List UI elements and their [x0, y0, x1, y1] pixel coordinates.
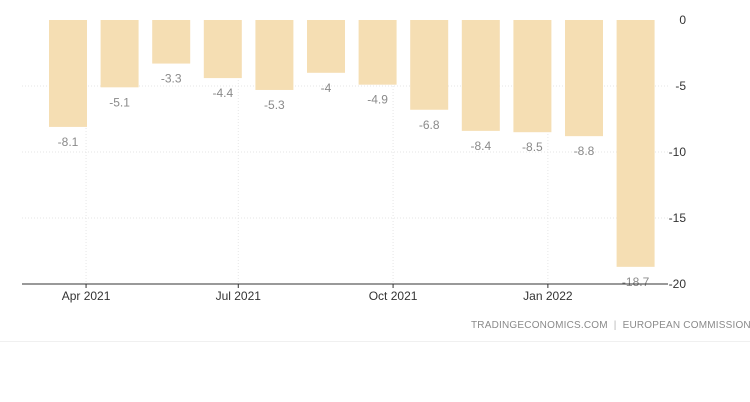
bar — [49, 20, 87, 127]
bar-chart: -8.1 -5.1 -3.3 -4.4 -5.3 -4 -4.9 -6.8 -8.4 -8.5 -8… — [22, 13, 687, 303]
bar — [513, 20, 552, 133]
bar — [255, 20, 294, 90]
bar-value-label: -6.8 — [419, 118, 440, 132]
y-tick-label: -10 — [669, 145, 687, 159]
source-left: TRADINGECONOMICS.COM — [471, 320, 608, 331]
source-separator: | — [613, 320, 617, 331]
x-tick-label: Oct 2021 — [369, 289, 418, 303]
bar — [410, 20, 449, 110]
bar — [100, 20, 139, 88]
x-tick-label: Jan 2022 — [523, 289, 573, 303]
x-tick-label: Apr 2021 — [62, 289, 111, 303]
x-tick-label: Jul 2021 — [216, 289, 262, 303]
bar-value-label: -4.9 — [367, 93, 388, 107]
y-tick-label: -5 — [675, 79, 686, 93]
source-attribution: TRADINGECONOMICS.COM | EUROPEAN COMMISSION — [471, 320, 750, 331]
y-tick-label: 0 — [679, 13, 686, 27]
bar — [616, 20, 655, 267]
bar-value-label: -8.8 — [574, 144, 595, 158]
bar-value-label: -4 — [321, 81, 332, 95]
bar-value-label: -5.1 — [109, 95, 130, 109]
bar — [307, 20, 345, 73]
bar-value-label: -8.5 — [522, 140, 543, 154]
bar-value-label: -8.1 — [58, 135, 79, 149]
bar — [152, 20, 191, 64]
bar-value-label: -4.4 — [212, 86, 233, 100]
bar — [461, 20, 500, 131]
bar — [358, 20, 397, 85]
bar — [565, 20, 603, 137]
bar-value-label: -8.4 — [470, 139, 491, 153]
chart-area: -8.1 -5.1 -3.3 -4.4 -5.3 -4 -4.9 -6.8 -8.4 -8.5 -8… — [0, 13, 750, 342]
bar-value-label: -18.7 — [622, 275, 650, 289]
y-tick-label: -15 — [669, 211, 687, 225]
y-tick-label: -20 — [669, 277, 687, 291]
bar-value-label: -5.3 — [264, 98, 285, 112]
source-right: EUROPEAN COMMISSION — [622, 320, 750, 331]
bottom-divider — [0, 341, 750, 342]
bar-value-label: -3.3 — [161, 72, 182, 86]
bar — [203, 20, 242, 79]
